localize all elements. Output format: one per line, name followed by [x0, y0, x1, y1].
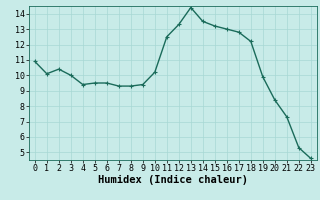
X-axis label: Humidex (Indice chaleur): Humidex (Indice chaleur)	[98, 175, 248, 185]
